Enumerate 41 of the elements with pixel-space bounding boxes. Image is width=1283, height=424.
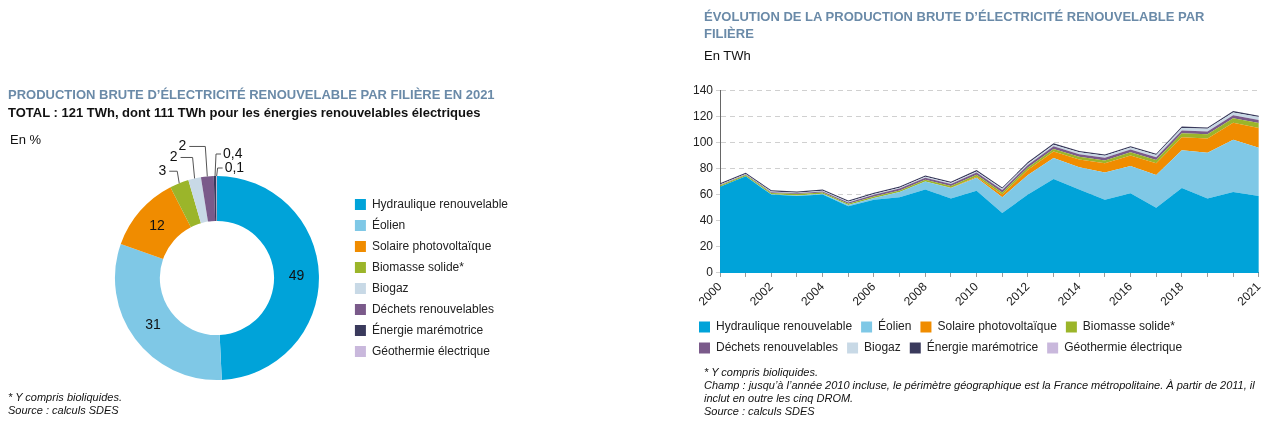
y-tick-label: 0 xyxy=(706,265,714,280)
source-note: Source : calculs SDES xyxy=(8,404,120,417)
source-note: Source : calculs SDES xyxy=(704,405,816,418)
y-tick-label: 120 xyxy=(692,108,714,123)
data-label: 49 xyxy=(288,266,305,283)
data-label: 3 xyxy=(158,162,167,179)
legend-label: Solaire photovoltaïque xyxy=(371,238,492,253)
chart-title: ÉVOLUTION DE LA PRODUCTION BRUTE D’ÉLECTRICITÉ RENOUVELABLE PAR FILIÈRE xyxy=(704,8,1206,42)
legend-label: Hydraulique renouvelable xyxy=(371,196,509,211)
data-label: 2 xyxy=(178,137,187,154)
legend-label: Biomasse solide* xyxy=(1082,319,1176,334)
legend-label: Énergie marémotrice xyxy=(926,339,1039,355)
legend-label: Éolien xyxy=(878,318,912,334)
data-label: 2 xyxy=(169,148,178,165)
legend-label: Géothermie électrique xyxy=(371,343,491,358)
y-tick-label: 60 xyxy=(699,186,714,201)
legend-label: Géothermie électrique xyxy=(1064,340,1183,355)
y-tick-label: 100 xyxy=(692,134,714,149)
y-tick-label: 40 xyxy=(699,213,714,228)
legend-label: Hydraulique renouvelable xyxy=(716,319,853,334)
data-label: 0,4 xyxy=(223,144,243,161)
legend-label: Biogaz xyxy=(864,340,901,355)
legend-label: Biogaz xyxy=(371,280,409,295)
legend-label: Éolien xyxy=(371,216,406,232)
y-axis-title: En TWh xyxy=(704,48,752,63)
legend-label: Déchets renouvelables xyxy=(371,301,494,316)
text: En % xyxy=(10,132,42,147)
legend-label: Solaire photovoltaïque xyxy=(937,319,1058,334)
chart-subtitle: TOTAL : 121 TWh, dont 111 TWh pour les énergies renouvelables électriques xyxy=(8,104,482,121)
y-tick-label: 80 xyxy=(699,160,714,175)
legend-label: Biomasse solide* xyxy=(371,259,465,274)
text: * Y compris bioliquides. xyxy=(8,391,122,404)
data-label: 12 xyxy=(149,216,166,233)
y-tick-label: 140 xyxy=(692,82,714,97)
text: Champ : jusqu’à l’année 2010 incluse, le périmètre géographique est la France métropolitaine. À partir de 2011, il inclut en outre les cinq DROM. xyxy=(704,379,1256,405)
legend-label: Déchets renouvelables xyxy=(716,340,839,355)
text: * Y compris bioliquides. xyxy=(704,366,819,379)
legend-label: Énergie marémotrice xyxy=(371,321,484,337)
y-tick-label: 20 xyxy=(699,239,714,254)
data-label: 31 xyxy=(145,316,162,333)
chart-title: PRODUCTION BRUTE D’ÉLECTRICITÉ RENOUVELABLE PAR FILIÈRE EN 2021 xyxy=(8,86,496,103)
